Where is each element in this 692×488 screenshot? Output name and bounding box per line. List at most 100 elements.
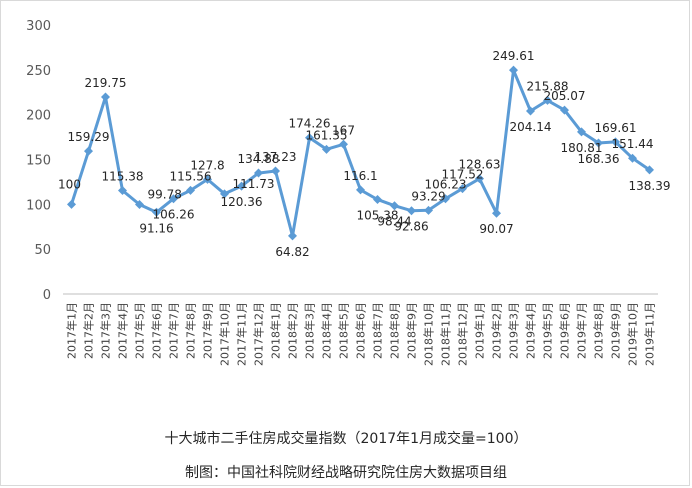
data-label: 98.44 [377,215,411,229]
data-label: 99.78 [148,188,182,202]
x-tick-label: 2018年5月 [337,302,351,359]
data-label: 120.36 [221,195,263,209]
data-point [152,207,161,217]
x-tick-label: 2018年10月 [422,302,436,366]
data-point [390,201,399,211]
data-point [628,153,637,163]
data-label: 111.73 [233,177,275,191]
x-tick-label: 2017年12月 [252,302,266,366]
data-point [84,146,93,156]
data-point [271,166,280,176]
x-tick-label: 2017年5月 [133,302,147,359]
data-point [611,137,620,147]
x-tick-label: 2019年11月 [643,302,657,366]
x-tick-label: 2017年10月 [218,302,232,366]
x-tick-label: 2019年9月 [609,302,623,359]
data-label: 174.26 [289,117,331,131]
x-tick-label: 2018年6月 [354,302,368,359]
x-tick-label: 2018年2月 [286,302,300,359]
y-tick-label: 0 [43,288,51,303]
data-points [67,65,654,241]
data-point [475,174,484,184]
y-axis: 0 50 100 150 200 250 300 [26,19,51,303]
data-label: 105.38 [357,209,399,223]
data-label: 159.29 [68,130,110,144]
data-point [220,189,229,199]
x-tick-label: 2019年10月 [626,302,640,366]
chart-caption-credit: 制图：中国社科院财经战略研究院住房大数据项目组 [185,465,507,481]
x-tick-label: 2019年6月 [558,302,572,359]
data-point [594,138,603,148]
data-label: 90.07 [479,222,513,236]
data-point [186,185,195,195]
x-tick-label: 2019年3月 [507,302,521,359]
data-label: 100 [58,177,81,191]
data-point [237,181,246,191]
data-label: 204.14 [510,120,552,134]
x-tick-label: 2018年4月 [320,302,334,359]
data-label: 205.07 [544,89,586,103]
data-label: 137.23 [255,150,297,164]
data-point [322,144,331,154]
data-point [254,168,263,178]
data-point [373,195,382,205]
data-label: 92.86 [394,220,428,234]
x-tick-label: 2017年7月 [167,302,181,359]
data-label: 215.88 [527,79,569,93]
chart-caption-title: 十大城市二手住房成交量指数（2017年1月成交量=100） [164,431,528,447]
data-label: 249.61 [493,49,535,63]
data-label: 167 [332,123,355,137]
x-tick-label: 2017年1月 [65,302,79,359]
x-tick-label: 2018年3月 [303,302,317,359]
x-tick-label: 2017年8月 [184,302,198,359]
x-tick-label: 2019年1月 [473,302,487,359]
data-point [526,106,535,116]
data-label: 219.75 [85,76,127,90]
data-point [424,205,433,215]
x-tick-label: 2018年7月 [371,302,385,359]
data-label: 128.63 [459,158,501,172]
data-point [67,199,76,209]
x-tick-label: 2019年2月 [490,302,504,359]
data-point [118,186,127,196]
data-point [407,206,416,216]
data-point [305,133,314,143]
x-tick-label: 2018年11月 [439,302,453,366]
y-tick-label: 300 [26,19,51,34]
data-label: 106.23 [425,178,467,192]
x-tick-label: 2017年2月 [82,302,96,359]
data-label: 115.38 [102,170,144,184]
data-label: 169.61 [595,121,637,135]
data-label: 161.35 [306,128,348,142]
x-axis: 2017年1月 2017年2月 2017年3月 2017年4月 2017年5月 2017年… [63,293,658,366]
x-tick-label: 2019年7月 [575,302,589,359]
data-point [441,194,450,204]
x-tick-label: 2017年9月 [201,302,215,359]
data-point [492,208,501,218]
data-point [577,127,586,137]
data-point [203,174,212,184]
data-label: 151.44 [612,137,654,151]
x-tick-label: 2018年8月 [388,302,402,359]
data-label: 138.39 [629,179,671,193]
x-tick-label: 2017年4月 [116,302,130,359]
data-point [101,92,110,102]
data-label: 93.29 [411,189,445,203]
data-label: 168.36 [578,152,620,166]
data-point [560,105,569,115]
data-label: 115.56 [170,169,212,183]
data-label: 180.81 [561,141,603,155]
data-label: 91.16 [139,221,173,235]
data-point [169,194,178,204]
data-label: 117.52 [442,168,484,182]
y-tick-label: 150 [26,154,51,169]
data-point [135,200,144,210]
x-tick-label: 2019年4月 [524,302,538,359]
data-label: 64.82 [275,245,309,259]
x-tick-label: 2017年11月 [235,302,249,366]
line-chart: 0 50 100 150 200 250 300 2017年1月 2017年2月 2017年3月… [26,19,670,366]
data-point [339,139,348,149]
x-tick-label: 2017年3月 [99,302,113,359]
